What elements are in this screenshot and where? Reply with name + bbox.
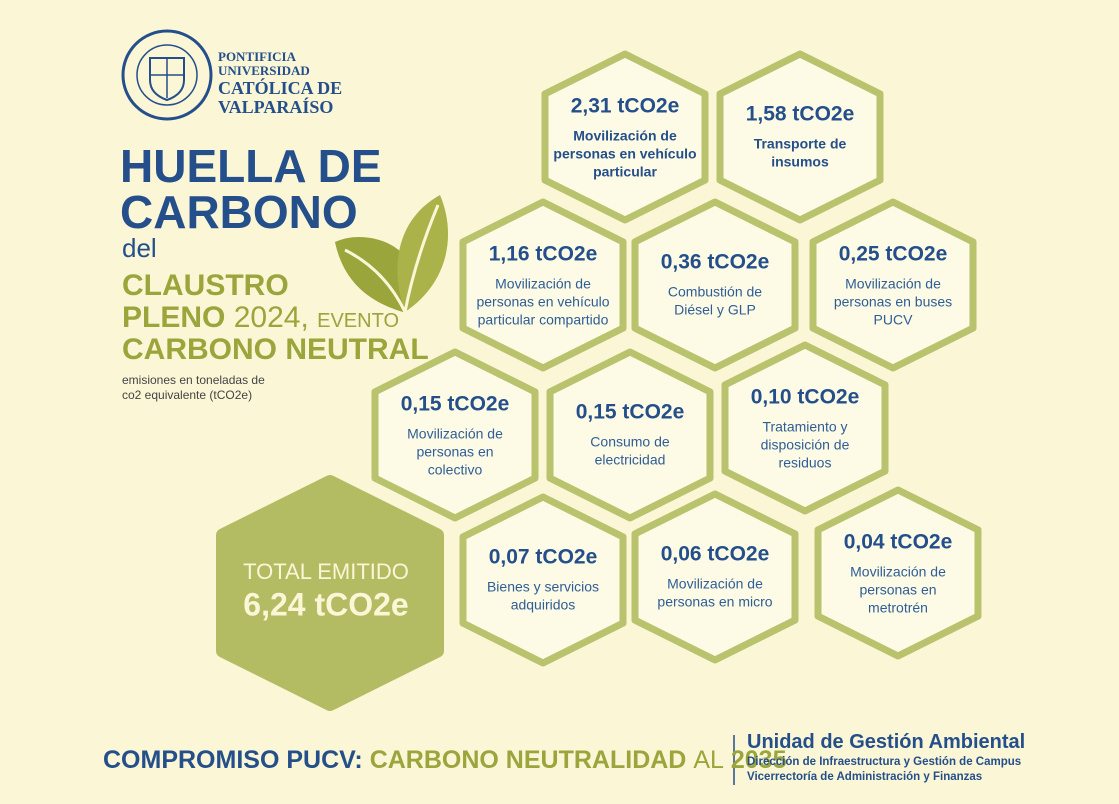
emission-label: personas en buses [834, 294, 952, 310]
logo-seal [121, 29, 213, 121]
emission-label: Tratamiento y [762, 419, 847, 435]
emission-label: Movilización de [667, 576, 763, 592]
emission-label: Movilización de [573, 128, 677, 144]
emission-label: Movilización de [495, 276, 591, 292]
department: Dirección de Infraestructura y Gestión d… [747, 756, 1022, 768]
emission-hexagon: 0,15 tCO2e Movilización de personas en cole… [371, 348, 539, 522]
hexagon [721, 341, 889, 515]
hexagon [814, 486, 982, 660]
emission-hexagon: 0,07 tCO2e Bienes y servicios adquiridos [459, 493, 627, 667]
emission-label: personas en vehículo [553, 146, 696, 162]
slogan-part: COMPROMISO PUCV: [103, 746, 363, 774]
emission-value: 0,07 tCO2e [489, 546, 598, 569]
emission-label: adquiridos [511, 597, 576, 613]
emission-hexagon: 0,04 tCO2e Movilización de personas en metr… [814, 486, 982, 660]
hexagon [809, 198, 977, 372]
emission-hexagon: 0,25 tCO2e Movilización de personas en bus… [809, 198, 977, 372]
emission-label: Consumo de [590, 434, 670, 450]
hexagon [541, 50, 709, 224]
title: HUELLA DE [120, 140, 382, 192]
emission-hexagon: 1,16 tCO2e Movilización de personas en veh… [459, 198, 627, 372]
emission-value: 0,25 tCO2e [839, 243, 948, 266]
emission-label: disposición de [761, 437, 850, 453]
emission-value: 0,15 tCO2e [576, 401, 685, 424]
slogan-part: 2035 [730, 746, 787, 774]
emission-value: 1,16 tCO2e [489, 243, 598, 266]
hexagon [631, 490, 799, 664]
event-title: CLAUSTRO [122, 269, 289, 302]
slogan-part: AL [693, 746, 724, 774]
hexagon [546, 348, 714, 522]
note: co2 equivalente (tCO2e) [122, 388, 253, 402]
hexagon [716, 50, 884, 224]
emission-value: 1,58 tCO2e [746, 103, 855, 126]
emission-value: 0,36 tCO2e [661, 251, 770, 274]
footer-slogan: COMPROMISO PUCV: CARBONO NEUTRALIDAD AL … [103, 746, 786, 775]
emission-label: personas en [859, 582, 936, 598]
logo-line: CATÓLICA DE [218, 78, 343, 98]
emission-value: 0,04 tCO2e [844, 531, 953, 554]
event-title: CARBONO NEUTRAL [122, 333, 429, 366]
emission-label: metrotrén [868, 600, 928, 616]
event-year: 2024, [233, 301, 309, 334]
emission-label: Bienes y servicios [487, 579, 599, 595]
emission-hexagon: 1,58 tCO2e Transporte de insumos [716, 50, 884, 224]
emission-value: 0,15 tCO2e [401, 393, 510, 416]
emission-label: Movilización de [845, 276, 941, 292]
emission-value: 2,31 tCO2e [571, 95, 680, 118]
note: emisiones en toneladas de [122, 373, 265, 387]
total-value: 6,24 tCO2e [243, 586, 408, 622]
emission-value: 0,10 tCO2e [751, 386, 860, 409]
emission-label: residuos [779, 455, 832, 471]
emission-label: Movilización de [407, 426, 503, 442]
emission-hexagon: 0,15 tCO2e Consumo de electricidad [546, 348, 714, 522]
emission-label: electricidad [595, 452, 666, 468]
emission-label: Diésel y GLP [674, 302, 756, 318]
event-title: PLENO [122, 301, 226, 334]
emission-label: insumos [771, 154, 829, 170]
emission-hexagon: 0,10 tCO2e Tratamiento y disposición de res… [721, 341, 889, 515]
emission-value: 0,06 tCO2e [661, 543, 770, 566]
title: CARBONO [120, 186, 358, 238]
emission-hexagon: 0,36 tCO2e Combustión de Diésel y GLP [631, 198, 799, 372]
emission-label: Transporte de [754, 136, 847, 152]
emission-label: particular [593, 164, 657, 180]
emission-label: PUCV [874, 312, 914, 328]
emission-label: particular compartido [478, 312, 609, 328]
event-title: EVENTO [317, 310, 399, 332]
emission-label: Combustión de [668, 284, 762, 300]
hexagon [459, 198, 627, 372]
unit-name: Unidad de Gestión Ambiental [747, 731, 1026, 753]
total-label: TOTAL EMITIDO [243, 559, 409, 584]
hexagon [371, 348, 539, 522]
emission-hexagon: 2,31 tCO2e Movilización de personas en veh… [541, 50, 709, 224]
logo-line: UNIVERSIDAD [218, 63, 310, 78]
emission-label: colectivo [428, 462, 483, 478]
emission-label: Movilización de [850, 564, 946, 580]
logo-line: VALPARAÍSO [218, 97, 334, 117]
hexagon [631, 198, 799, 372]
event-title: PLENO 2024, EVENTO [122, 302, 399, 337]
emission-label: personas en [416, 444, 493, 460]
logo-line: PONTIFICIA [218, 49, 297, 64]
emission-hexagon: 0,06 tCO2e Movilización de personas en mic… [631, 490, 799, 664]
emission-label: personas en micro [657, 594, 772, 610]
emission-label: personas en vehículo [476, 294, 609, 310]
department: Vicerrectoría de Administración y Finanz… [747, 771, 983, 783]
hexagon [216, 475, 444, 711]
slogan-part: CARBONO NEUTRALIDAD [369, 746, 687, 774]
title-connector: del [122, 233, 157, 263]
hexagon [459, 493, 627, 667]
leaves [335, 195, 449, 313]
